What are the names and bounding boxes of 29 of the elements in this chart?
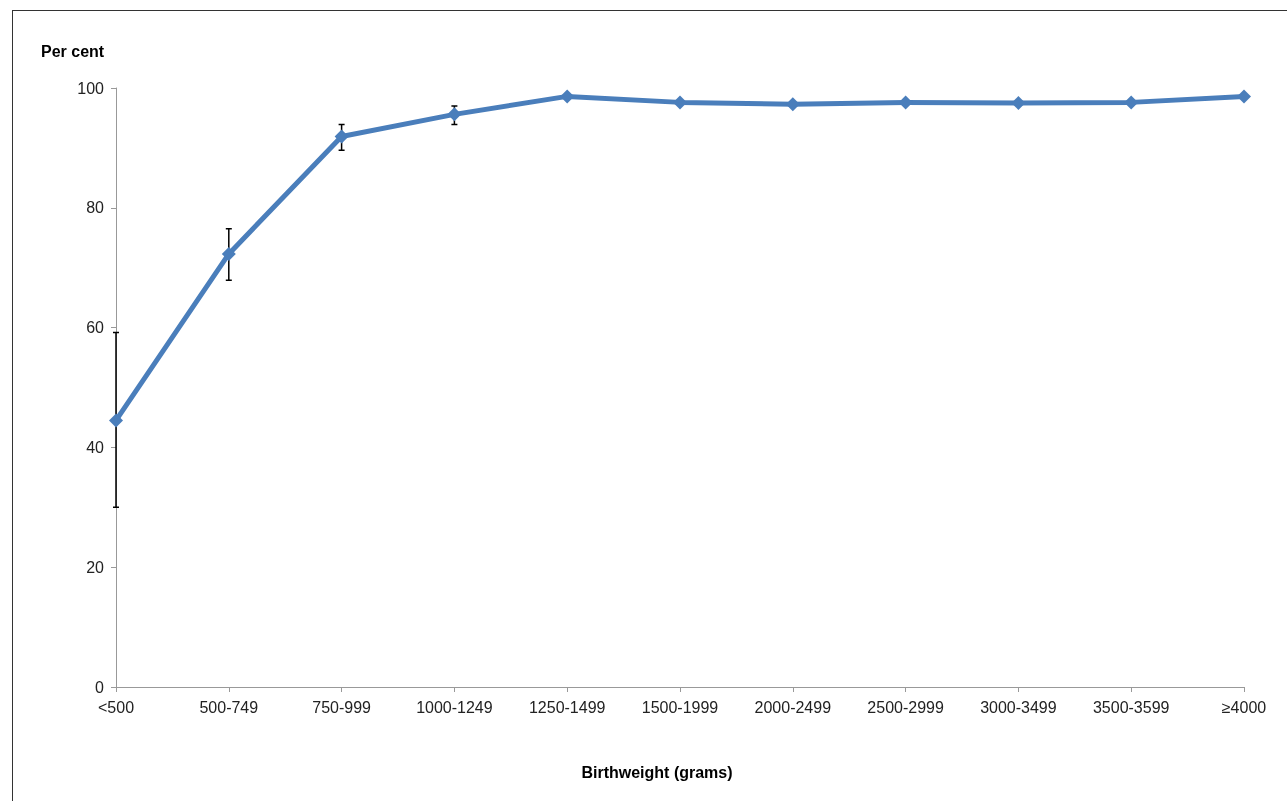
point [560, 89, 575, 104]
x-tick-label: <500 [97, 698, 135, 716]
x-tick-label: 2000-2499 [754, 698, 832, 716]
x-tick-label: 750-999 [312, 698, 372, 716]
point [447, 107, 462, 122]
x-tick-label: 1000-1249 [416, 698, 493, 716]
x-tick-label: 1500-1999 [641, 698, 719, 716]
point [673, 95, 687, 110]
x-tick-label: 3000-3499 [980, 698, 1057, 716]
x-tick-label: 1250-1499 [528, 698, 606, 716]
y-tick-label: 20 [86, 558, 105, 576]
x-tick-label: 3500-3599 [1092, 698, 1170, 716]
y-axis-title: Per cent [41, 42, 105, 60]
point [1011, 95, 1026, 110]
x-tick-label: 500-749 [199, 698, 259, 716]
point [221, 246, 236, 261]
point [785, 97, 800, 112]
point [334, 129, 349, 144]
point [1124, 95, 1139, 110]
x-tick-label: 2500-2999 [867, 698, 944, 716]
x-axis-title: Birthweight (grams) [581, 763, 733, 781]
x-tick-label: ≥4000 [1221, 698, 1267, 716]
point [1237, 89, 1251, 104]
y-tick-label: 100 [77, 79, 105, 97]
y-tick-label: 80 [86, 199, 105, 217]
point [109, 413, 123, 428]
y-tick-label: 60 [86, 319, 105, 337]
y-tick-label: 40 [86, 438, 105, 456]
y-tick-label: 0 [95, 678, 105, 696]
